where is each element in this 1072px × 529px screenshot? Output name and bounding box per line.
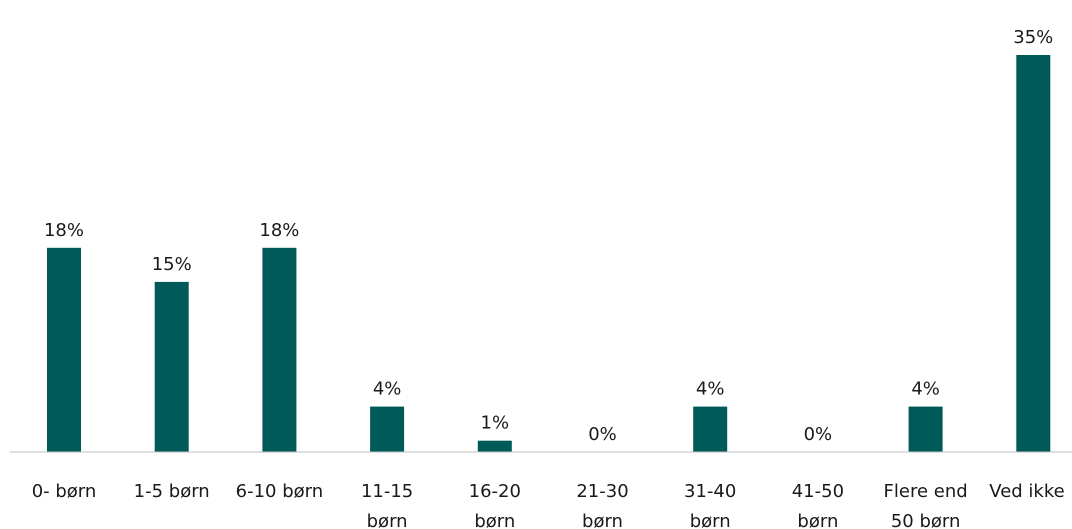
category-label-4: 11-15 børn xyxy=(361,481,413,529)
value-label-4: 4% xyxy=(373,379,402,400)
value-label-2: 15% xyxy=(152,254,192,275)
category-label-6: 21-30 børn xyxy=(576,481,628,529)
bar-5 xyxy=(477,440,512,452)
category-label-5: 16-20 børn xyxy=(469,481,521,529)
value-label-8: 0% xyxy=(804,424,833,445)
category-label-3: 6-10 børn xyxy=(236,481,324,502)
category-label-10: Ved ikke xyxy=(989,481,1064,502)
category-label-7: 31-40 børn xyxy=(684,481,736,529)
category-label-2: 1-5 børn xyxy=(134,481,210,502)
value-label-7: 4% xyxy=(696,379,725,400)
value-label-9: 4% xyxy=(911,379,940,400)
bar-2 xyxy=(154,281,189,452)
category-label-9: Flere end 50 børn xyxy=(884,481,968,529)
value-label-6: 0% xyxy=(588,424,617,445)
value-labels-group: 18% 15% 18% 4% 1% 0% 4% 0% 4% 35% xyxy=(44,27,1053,445)
category-label-8: 41-50 børn xyxy=(792,481,844,529)
category-labels-group: 0- børn 1-5 børn 6-10 børn 11-15 børn 16-20 bø… xyxy=(32,481,1065,529)
category-label-1: 0- børn xyxy=(32,481,97,502)
value-label-3: 18% xyxy=(259,220,299,241)
bar-9 xyxy=(908,406,943,452)
value-label-10: 35% xyxy=(1013,27,1053,48)
bar-7 xyxy=(693,406,728,452)
bar-10 xyxy=(1016,55,1051,452)
value-label-1: 18% xyxy=(44,220,84,241)
bar-4 xyxy=(370,406,405,452)
value-label-5: 1% xyxy=(481,413,510,434)
bars-group xyxy=(47,55,1051,452)
bar-3 xyxy=(262,247,297,452)
bar-1 xyxy=(47,247,81,452)
